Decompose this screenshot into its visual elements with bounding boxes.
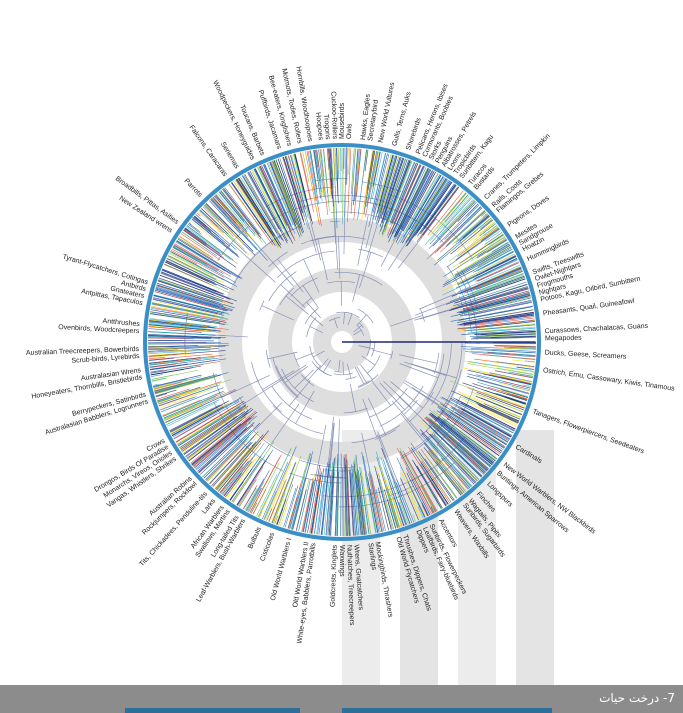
clade-label: Scrub-birds, Lyrebirds bbox=[71, 353, 140, 365]
species-fan bbox=[148, 145, 537, 536]
clade-label: Australian Treecreepers, Bowerbirds bbox=[26, 346, 140, 357]
clade-label: Parrots bbox=[183, 178, 204, 199]
clade-label: Old World Warblers I bbox=[270, 537, 293, 601]
clade-label: Antthrushes bbox=[102, 318, 140, 328]
clade-label: Trogons bbox=[322, 114, 331, 140]
clade-label: Megapodes bbox=[545, 335, 582, 343]
clade-label: Hawks, Eagles bbox=[360, 93, 372, 140]
clade-label: Tyrant-Flycatchers, Cotingas bbox=[62, 254, 150, 287]
clade-label: Hoopoes bbox=[314, 112, 324, 141]
clade-label: Owls bbox=[346, 123, 354, 139]
clade-label: Waxwings bbox=[338, 545, 345, 577]
clade-label: Curassows, Chachalacas, Guans bbox=[545, 323, 649, 335]
figure-caption: 7- درخت حیات bbox=[599, 691, 675, 705]
clade-label: Cuckoo-Rollers bbox=[329, 91, 338, 140]
clade-label: Ducks, Geese, Screamers bbox=[544, 349, 626, 360]
blue-tab bbox=[125, 708, 300, 713]
clade-label: Ostrich, Emu, Cassowary, Kiwis, Tinamous bbox=[542, 367, 675, 392]
outer-ring bbox=[143, 143, 541, 541]
clade-label: Pheasants, Quail, Guineafowl bbox=[543, 298, 636, 318]
clade-label: Ovenbirds, Woodcreepers bbox=[58, 324, 140, 335]
clade-label: Bulbuls bbox=[247, 526, 263, 550]
clade-label: Nuthatches, Treecreepers bbox=[345, 545, 355, 626]
clade-label: Mousebirds bbox=[339, 102, 346, 139]
blue-tab bbox=[342, 708, 552, 713]
clade-label: Goldcrests, Kinglets bbox=[330, 544, 339, 607]
clade-label: Starlings bbox=[366, 543, 377, 571]
clade-label: Cisticolas bbox=[259, 531, 276, 562]
caption-bar: 7- درخت حیات bbox=[0, 685, 683, 713]
clade-label: Wrens, Gnatcatchers bbox=[352, 544, 364, 610]
clade-label: Falcons, Caracaras bbox=[188, 124, 229, 178]
background-bands bbox=[342, 430, 554, 685]
